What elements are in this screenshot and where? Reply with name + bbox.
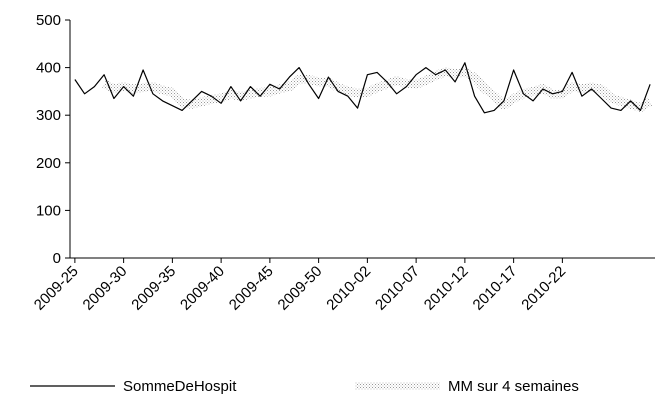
- x-tick-label: 2009-30: [79, 263, 130, 314]
- x-tick-label: 2009-35: [128, 263, 179, 314]
- y-tick-label: 0: [53, 250, 61, 267]
- y-tick-label: 400: [36, 60, 61, 77]
- y-tick-label: 200: [36, 155, 61, 172]
- x-tick-label: 2009-45: [226, 263, 277, 314]
- legend-label: SommeDeHospit: [123, 378, 237, 395]
- y-tick-label: 300: [36, 107, 61, 124]
- x-tick-label: 2009-25: [31, 263, 82, 314]
- data-line: [74, 62, 651, 114]
- x-tick-label: 2010-12: [421, 263, 472, 314]
- x-tick-label: 2010-17: [469, 263, 520, 314]
- x-tick-label: 2009-40: [177, 263, 228, 314]
- x-tick-label: 2009-50: [274, 263, 325, 314]
- y-tick-label: 100: [36, 202, 61, 219]
- x-tick-label: 2010-02: [323, 263, 374, 314]
- x-tick-label: 2010-07: [372, 263, 423, 314]
- x-tick-label: 2010-22: [518, 263, 569, 314]
- legend-label: MM sur 4 semaines: [448, 378, 579, 395]
- y-tick-label: 500: [36, 12, 61, 29]
- moving-average-line: [102, 67, 653, 113]
